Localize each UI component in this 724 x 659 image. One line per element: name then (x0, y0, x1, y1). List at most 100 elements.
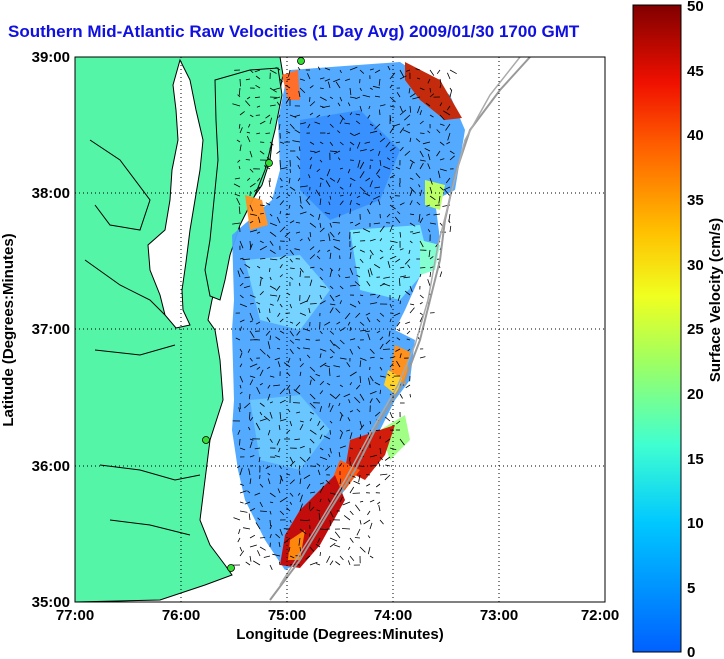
vector-arrow (409, 159, 415, 164)
vector-arrow (419, 132, 425, 134)
vector-arrow (248, 393, 251, 400)
vector-arrow (247, 177, 251, 181)
vector-arrow (279, 210, 282, 215)
vector-arrow (346, 429, 351, 432)
vector-arrow (289, 258, 293, 263)
vector-arrow (319, 96, 327, 101)
vector-arrow (378, 78, 381, 86)
vector-arrow (427, 78, 431, 84)
vector-arrow (267, 429, 271, 436)
vector-arrow (339, 167, 344, 170)
vector-arrow (329, 339, 335, 347)
vector-arrow (289, 303, 292, 309)
vector-arrow (347, 321, 351, 326)
vector-arrow (362, 94, 371, 98)
vector-arrow (279, 200, 285, 206)
vector-arrow (237, 94, 241, 98)
vector-arrow (315, 189, 321, 197)
vector-arrow (309, 491, 316, 494)
vector-arrow (269, 222, 278, 227)
vector-arrow (259, 213, 264, 215)
vector-arrow (443, 186, 451, 191)
vector-arrow (299, 312, 306, 316)
vector-arrow (296, 156, 301, 161)
vector-arrow (248, 123, 251, 128)
colorbar-tick-label: 35 (687, 192, 704, 209)
vector-arrow (374, 95, 381, 98)
vector-arrow (309, 366, 316, 372)
vector-arrow (384, 456, 391, 461)
vector-arrow (249, 411, 251, 420)
vector-arrow (239, 375, 244, 383)
vector-arrow (405, 69, 411, 72)
vector-arrow (325, 180, 331, 188)
vector-arrow (389, 246, 393, 251)
vector-arrow (409, 177, 414, 180)
colorbar-tick-label: 20 (687, 386, 704, 403)
vector-arrow (355, 120, 361, 125)
vector-arrow (233, 517, 241, 521)
vector-arrow (389, 204, 396, 210)
vector-arrow (339, 384, 344, 388)
vector-arrow (243, 285, 251, 289)
vector-arrow (353, 480, 361, 485)
vector-arrow (356, 203, 361, 206)
vector-arrow (299, 185, 308, 188)
grid (75, 57, 605, 602)
vector-arrow (258, 307, 261, 314)
vector-arrow (379, 375, 386, 378)
vector-arrow (269, 303, 274, 306)
vector-arrow (323, 435, 331, 440)
vector-arrow (254, 492, 261, 496)
station-marker (227, 564, 235, 572)
vector-arrow (237, 159, 241, 163)
vector-arrow (419, 150, 424, 158)
vector-arrow (239, 127, 243, 134)
vector-arrow (365, 312, 371, 316)
vector-arrow (284, 231, 291, 237)
vector-arrow (372, 195, 381, 200)
vector-arrow (409, 200, 413, 206)
vector-arrow (339, 429, 343, 433)
vector-arrow (299, 363, 304, 368)
vector-arrow (419, 356, 426, 359)
vector-arrow (249, 229, 258, 233)
vector-arrow (419, 294, 424, 299)
vector-arrow (329, 303, 336, 306)
vector-arrow (349, 199, 352, 206)
vector-arrow (389, 240, 398, 243)
vector-arrow (246, 131, 251, 134)
vector-arrow (359, 329, 367, 332)
vector-arrow (339, 339, 345, 345)
vector-arrow (309, 246, 315, 251)
vector-arrow (269, 285, 277, 290)
vector-arrow (305, 199, 311, 206)
vector-arrow (399, 438, 405, 446)
colorbar-tick-label: 45 (687, 63, 704, 80)
vector-arrow (427, 163, 431, 170)
vector-arrow (309, 429, 317, 435)
vector-arrow (249, 168, 254, 173)
vector-arrow (279, 141, 285, 144)
vector-arrow (335, 393, 341, 400)
vector-arrow (295, 231, 301, 234)
vector-arrow (246, 135, 251, 143)
vector-arrow (319, 294, 322, 300)
vector-arrow (389, 225, 393, 233)
vector-arrow (299, 238, 303, 242)
vector-arrow (249, 243, 253, 251)
vector-arrow (369, 391, 377, 395)
vector-arrow (269, 534, 272, 539)
vector-arrow (258, 195, 261, 200)
colorbar-tick-label: 40 (687, 127, 704, 144)
vector-arrow (269, 240, 274, 246)
vector-arrow (409, 162, 413, 170)
vector-arrow (299, 211, 307, 215)
vector-arrow (439, 84, 442, 89)
vector-arrow (246, 96, 251, 100)
vector-arrow (239, 391, 243, 395)
vector-arrow (374, 186, 381, 189)
vector-arrow (306, 483, 311, 490)
vector-arrow (359, 149, 367, 152)
vector-arrow (285, 96, 291, 104)
